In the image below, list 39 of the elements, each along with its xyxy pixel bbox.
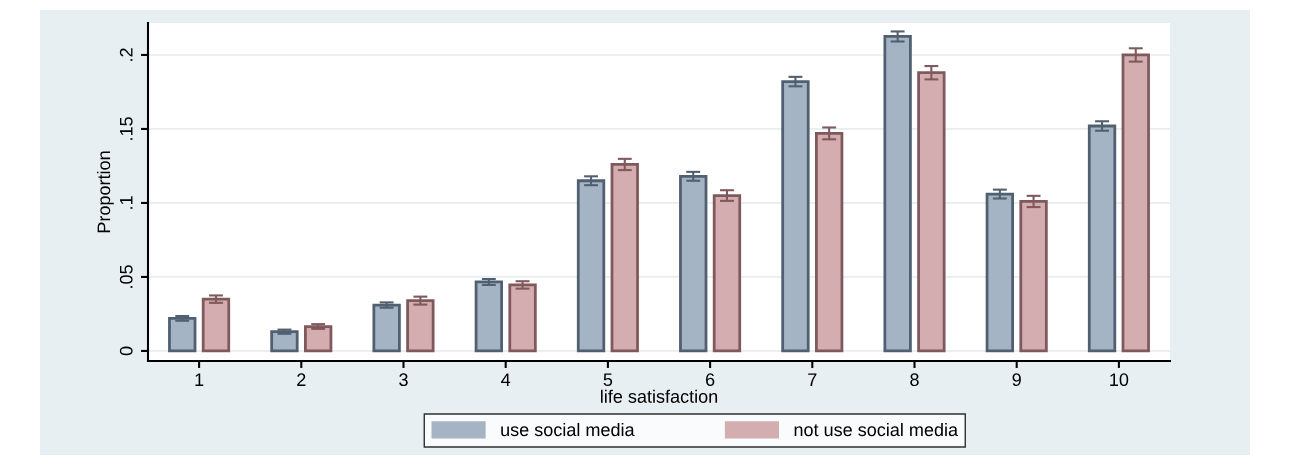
x-tick-label: 8 bbox=[910, 373, 919, 387]
bar bbox=[1121, 53, 1150, 353]
bar bbox=[372, 303, 401, 353]
y-axis-title: Proportion bbox=[96, 151, 114, 233]
x-tick-label: 10 bbox=[1110, 373, 1129, 387]
x-tick-label: 5 bbox=[603, 373, 613, 387]
legend-label: use social media bbox=[501, 422, 635, 437]
x-axis-title: life satisfaction bbox=[601, 389, 718, 403]
y-tick-label: 0 bbox=[119, 346, 133, 356]
bar bbox=[1019, 200, 1048, 353]
x-tick-label: 6 bbox=[706, 373, 715, 387]
x-tick-label: 4 bbox=[501, 373, 511, 386]
bar bbox=[201, 297, 231, 353]
bar bbox=[917, 71, 946, 353]
bar bbox=[781, 80, 810, 353]
bar bbox=[304, 325, 333, 353]
bar bbox=[815, 132, 844, 353]
y-tick-label: .05 bbox=[119, 265, 133, 288]
bar bbox=[679, 174, 708, 353]
bar bbox=[406, 299, 435, 353]
bar bbox=[985, 192, 1014, 353]
y-tick-label: .1 bbox=[120, 196, 133, 209]
y-tick-label: .15 bbox=[120, 117, 133, 140]
x-tick-label: 2 bbox=[297, 373, 306, 386]
legend-label: not use social media bbox=[794, 422, 959, 437]
x-tick-label: 1 bbox=[195, 373, 204, 386]
x-tick-label: 3 bbox=[399, 373, 408, 387]
bar bbox=[712, 194, 742, 353]
bar bbox=[883, 35, 912, 353]
bar bbox=[610, 163, 639, 353]
bar bbox=[168, 316, 197, 353]
x-tick-label: 9 bbox=[1012, 373, 1021, 387]
bar bbox=[474, 280, 503, 353]
x-tick-label: 7 bbox=[808, 373, 817, 386]
bar bbox=[508, 283, 537, 353]
bar bbox=[576, 179, 606, 353]
bar bbox=[270, 330, 299, 353]
bar bbox=[1087, 124, 1117, 353]
y-tick-label: .2 bbox=[119, 48, 133, 61]
